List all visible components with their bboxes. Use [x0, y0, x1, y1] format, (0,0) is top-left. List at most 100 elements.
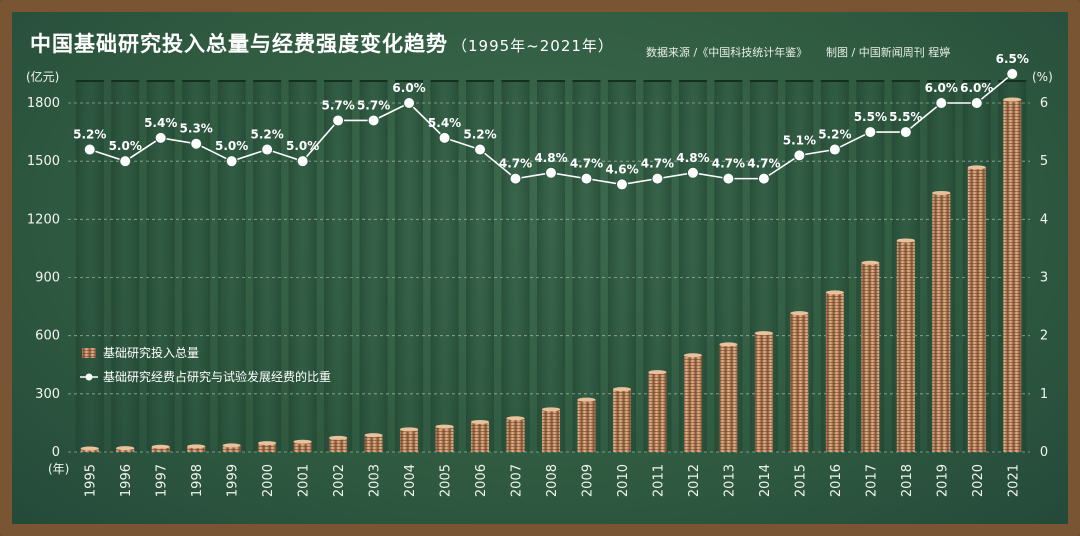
column-backgrounds — [75, 80, 1027, 452]
bar — [400, 429, 419, 452]
x-tick-label: 2017 — [864, 464, 879, 497]
bar-top — [719, 342, 738, 347]
left-axis-unit: (亿元) — [26, 69, 59, 84]
data-source: 数据来源 /《中国科技统计年鉴》 — [646, 46, 808, 59]
bar — [790, 313, 809, 452]
ratio-point — [296, 155, 309, 168]
x-tick-label: 1999 — [226, 464, 241, 497]
y-left-tick-label: 300 — [35, 387, 60, 402]
bar — [861, 262, 880, 452]
x-tick-label: 2010 — [616, 464, 631, 497]
ratio-data-label: 4.6% — [605, 162, 638, 176]
column-bg — [395, 81, 424, 452]
bar — [612, 389, 631, 452]
y-right-tick-label: 5 — [1040, 154, 1048, 169]
ratio-data-label: 5.2% — [463, 128, 496, 142]
bar — [825, 292, 844, 452]
ratio-point — [403, 97, 416, 109]
column-bg — [501, 81, 530, 452]
title-text: 中国基础研究投入总量与经费强度变化趋势 — [30, 32, 448, 56]
ratio-point — [438, 131, 451, 144]
ratio-point — [864, 126, 877, 139]
bars — [80, 97, 1022, 453]
y-right-tick-label: 2 — [1040, 329, 1048, 344]
x-tick-label: 2004 — [403, 464, 418, 497]
ratio-point — [828, 143, 841, 156]
title-subtitle: （1995年~2021年） — [452, 37, 614, 55]
x-tick-label: 1996 — [119, 464, 134, 497]
bar-top — [967, 165, 986, 170]
column-bg — [217, 81, 246, 452]
y-right-tick-label: 3 — [1040, 271, 1048, 286]
ratio-data-label: 5.7% — [321, 98, 354, 112]
chart-title: 中国基础研究投入总量与经费强度变化趋势 （1995年~2021年） — [30, 28, 614, 58]
bar — [293, 441, 312, 452]
column-bg — [288, 81, 317, 452]
legend-bar-label: 基础研究投入总量 — [103, 345, 199, 360]
ratio-data-label: 4.7% — [747, 157, 780, 171]
bar-top — [116, 446, 135, 451]
right-axis-unit: (%) — [1032, 70, 1053, 84]
bar — [754, 333, 773, 452]
bar-top — [896, 238, 915, 243]
x-tick-label: 2000 — [261, 464, 276, 497]
ratio-data-label: 5.5% — [854, 110, 887, 124]
column-bg — [111, 81, 140, 452]
bar-top — [258, 441, 277, 446]
ratio-line: 5.2%5.0%5.4% 5.3%5.0%5.2%5.0%5.7% 5.7%6.0%… — [73, 52, 1029, 191]
ratio-point — [190, 137, 203, 150]
x-tick-label: 2014 — [758, 464, 773, 497]
bar — [1003, 99, 1022, 452]
x-tick-label: 2018 — [900, 464, 915, 497]
column-bg — [572, 81, 601, 452]
bar-top — [1003, 97, 1022, 102]
bar — [967, 167, 986, 453]
bar-top — [151, 444, 170, 449]
bar — [542, 409, 560, 452]
ratio-point — [615, 178, 628, 191]
ratio-data-label: 4.7% — [712, 157, 745, 171]
bar — [683, 355, 702, 452]
ratio-point — [509, 172, 522, 185]
ratio-data-label: 4.7% — [641, 157, 674, 171]
ratio-point — [793, 149, 806, 162]
column-bg — [537, 81, 565, 452]
ratio-point — [154, 131, 167, 144]
ratio-data-label: 6.0% — [392, 81, 425, 95]
ratio-data-label: 5.3% — [180, 122, 213, 136]
ratio-data-label: 4.8% — [534, 151, 567, 165]
ratio-point — [225, 155, 238, 168]
ratio-point — [722, 172, 735, 185]
bar — [932, 192, 951, 452]
bar-top — [542, 407, 560, 412]
x-tick-label: 2011 — [651, 464, 666, 497]
column-bg — [182, 81, 211, 452]
bar-top — [506, 416, 525, 421]
bar — [187, 446, 206, 452]
x-tick-label: 2003 — [368, 464, 383, 497]
ratio-point — [83, 143, 96, 156]
bar-top — [825, 290, 844, 295]
x-tick-label: 2016 — [829, 464, 844, 497]
column-bg — [75, 81, 104, 452]
column-bg — [466, 81, 495, 452]
bar-top — [222, 443, 241, 448]
x-tick-label: 1995 — [84, 464, 99, 497]
ratio-data-label: 5.0% — [286, 139, 319, 153]
bar-top — [648, 370, 667, 375]
ratio-data-label: 4.8% — [676, 151, 709, 165]
x-axis-unit: (年) — [48, 462, 69, 476]
bar-top — [293, 439, 312, 444]
ratio-point — [580, 172, 593, 185]
ratio-data-label: 5.0% — [215, 139, 248, 153]
ratio-point — [757, 172, 770, 185]
ratio-point — [545, 166, 557, 179]
y-right-tick-label: 1 — [1040, 387, 1048, 402]
bar — [896, 240, 915, 452]
bar-top — [400, 427, 419, 432]
y-left-tick-label: 1200 — [27, 212, 60, 227]
x-tick-label: 2009 — [580, 464, 595, 497]
ratio-point — [970, 97, 983, 109]
